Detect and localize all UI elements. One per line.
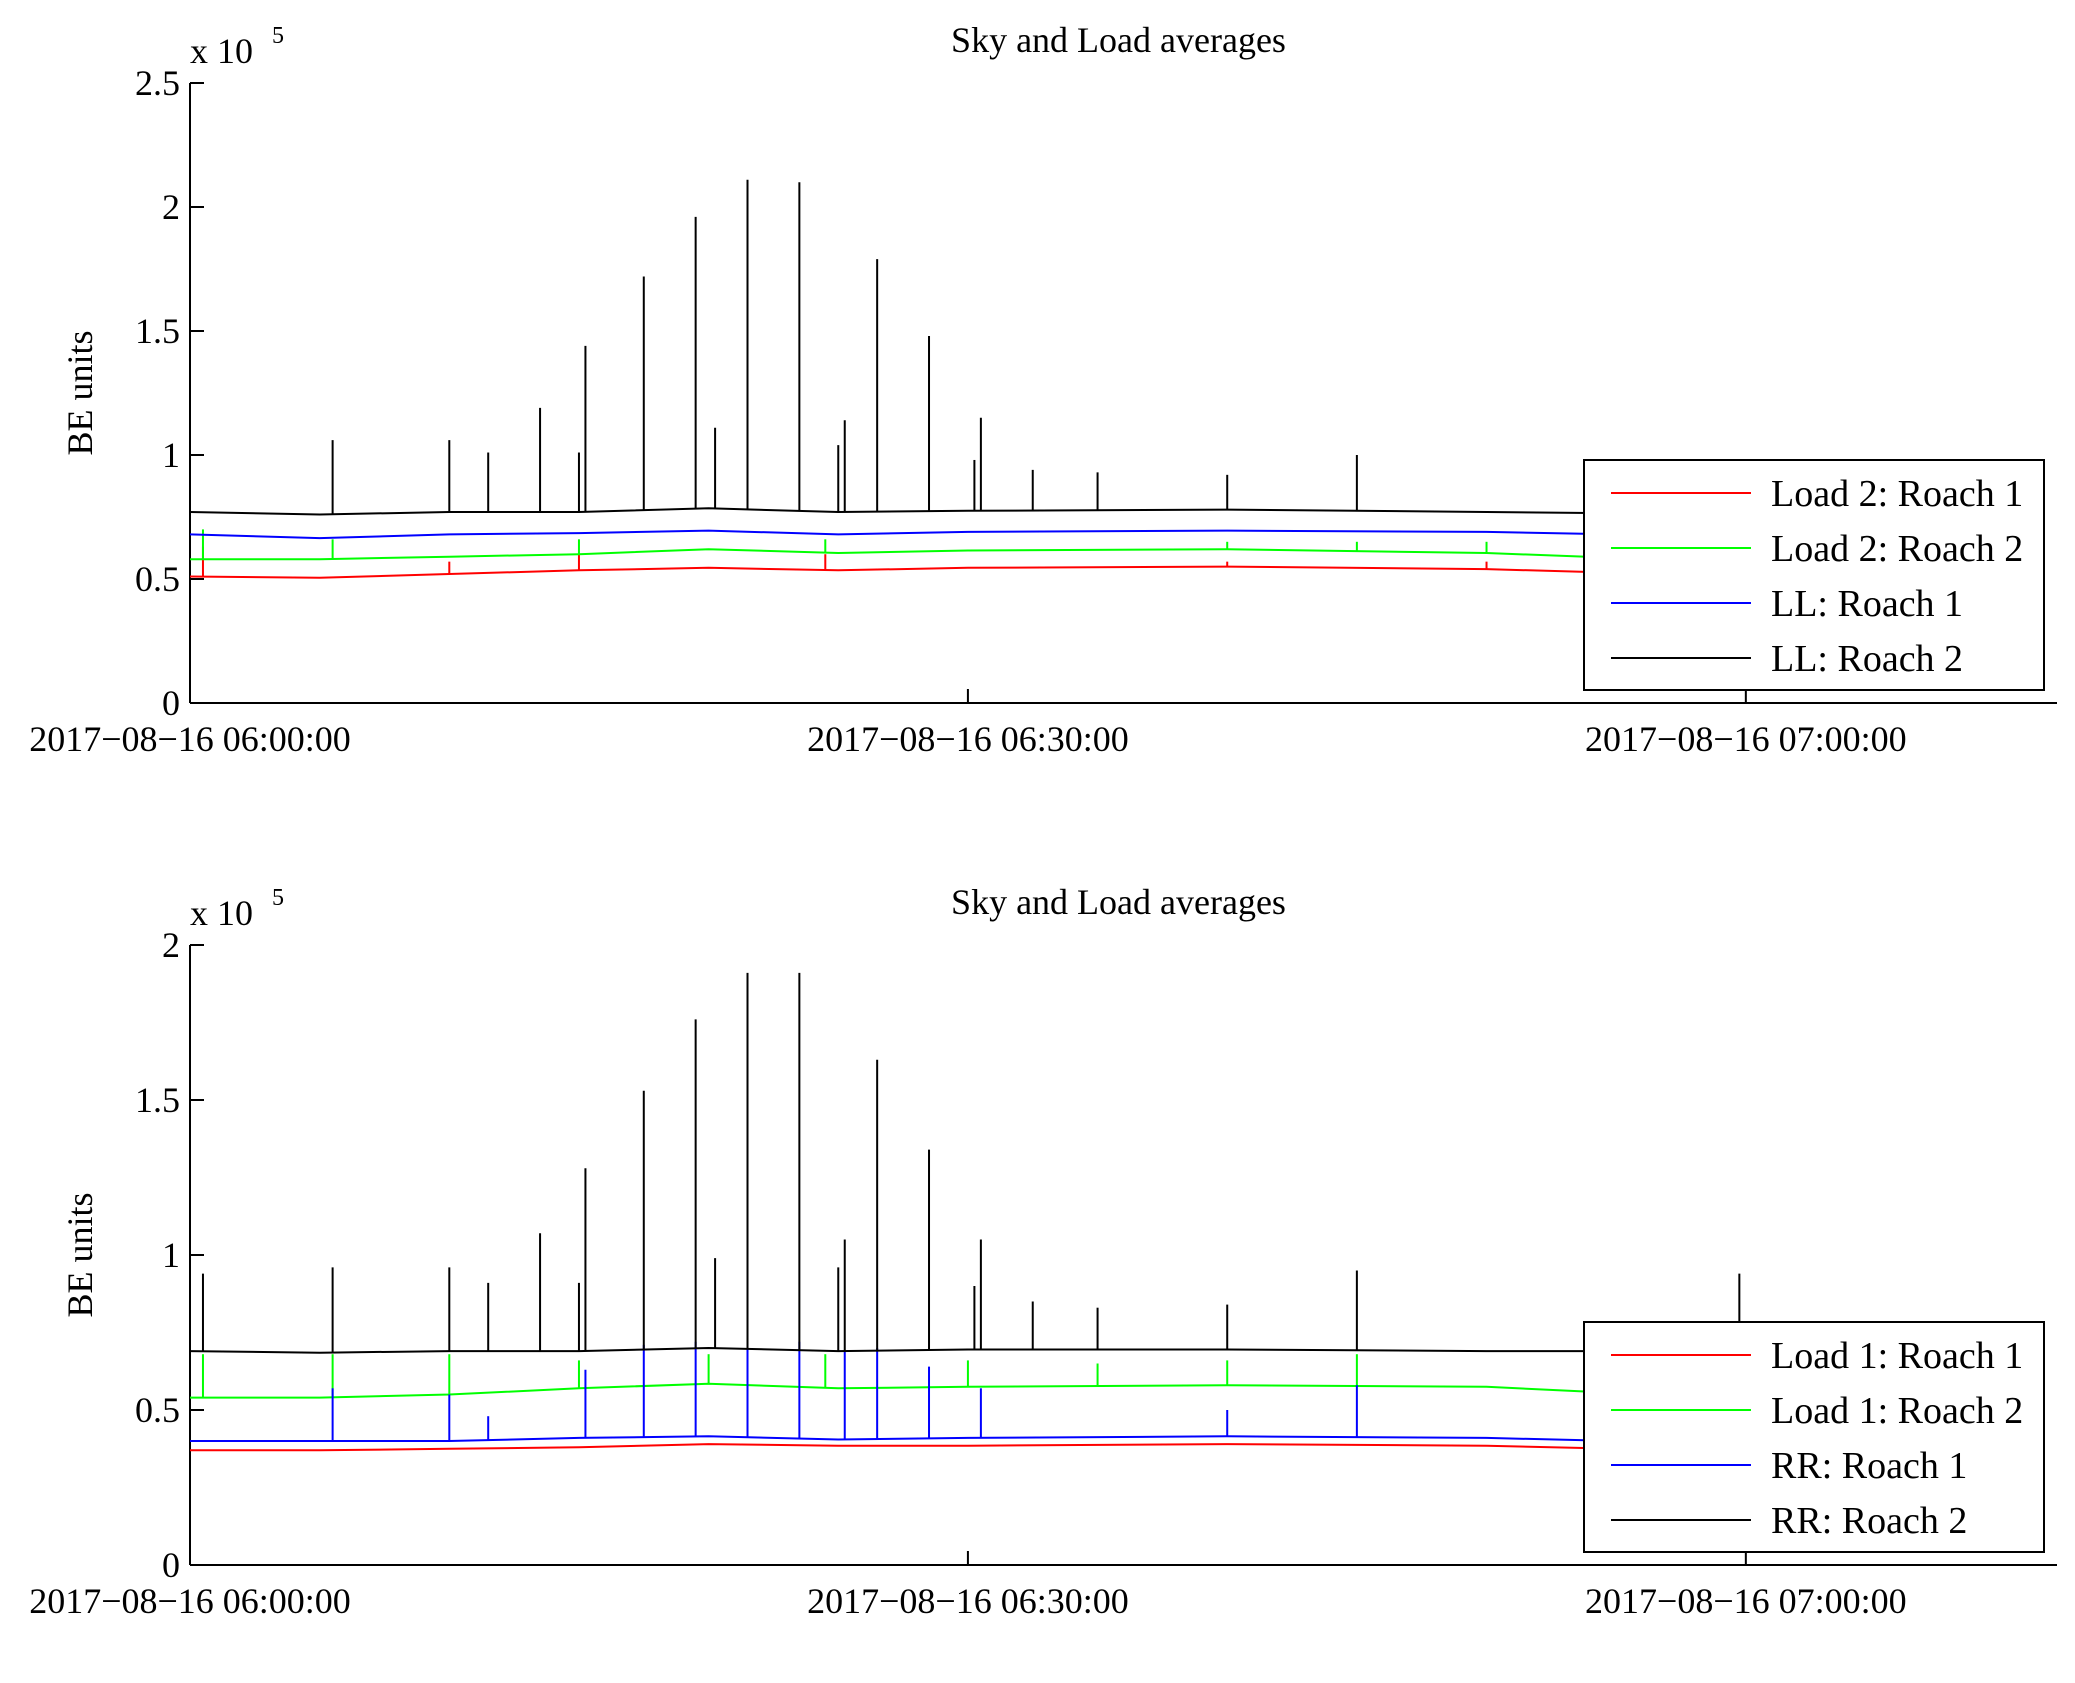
series-line-1	[189, 565, 1798, 579]
x-tick-label: 2017−08−16 06:00:00	[29, 719, 351, 759]
y-axis-label: BE units	[60, 1192, 100, 1317]
y-tick-label: 1	[162, 435, 180, 475]
series-line-2	[190, 1382, 1798, 1399]
y-axis-label: BE units	[60, 330, 100, 455]
y-tick-label: 0.5	[135, 559, 180, 599]
legend-label-3: RR: Roach 1	[1771, 1445, 1967, 1487]
chart-top: 0 0.5 1 1.5 2 2.5 2017−08−16 06:00:00 2017−08−1…	[29, 20, 2057, 759]
legend-box	[1583, 1321, 2045, 1553]
y-tick-label: 2	[162, 925, 180, 965]
legend-label-3: LL: Roach 1	[1771, 583, 1963, 625]
legend-label-1: Load 1: Roach 1	[1771, 1335, 2023, 1377]
series-line-4	[189, 1346, 1798, 1354]
y-multiplier: x 10	[190, 31, 253, 71]
y-tick-label: 0	[162, 1545, 180, 1585]
legend-label-2: Load 2: Roach 2	[1771, 528, 2023, 570]
y-tick-label: 2	[162, 187, 180, 227]
y-tick-label: 2.5	[135, 63, 180, 103]
series-line-3	[189, 529, 1798, 540]
chart-bottom: 0 0.5 1 1.5 2 2017−08−16 06:00:00 2017−08−16 0…	[29, 882, 2057, 1621]
x-tick-label: 2017−08−16 07:00:00	[1585, 719, 1907, 759]
x-tick-label: 2017−08−16 06:00:00	[29, 1581, 351, 1621]
y-tick-label: 1.5	[135, 1080, 180, 1120]
x-tick-label: 2017−08−16 06:30:00	[807, 1581, 1129, 1621]
y-multiplier-exponent: 5	[272, 885, 284, 911]
legend-label-2: Load 1: Roach 2	[1771, 1390, 2023, 1432]
legend-box	[1583, 459, 2045, 691]
series-line-4	[189, 507, 1798, 516]
y-tick-label: 0.5	[135, 1390, 180, 1430]
x-tick-label: 2017−08−16 06:30:00	[807, 719, 1129, 759]
chart-title: Sky and Load averages	[951, 20, 1286, 60]
y-tick-label: 1	[162, 1235, 180, 1275]
y-tick-label: 0	[162, 683, 180, 723]
legend-label-4: RR: Roach 2	[1771, 1500, 1967, 1542]
series-line-3	[190, 1435, 1798, 1442]
legend-label-1: Load 2: Roach 1	[1771, 473, 2023, 515]
legend-label-4: LL: Roach 2	[1771, 638, 1963, 680]
y-multiplier-exponent: 5	[272, 23, 284, 49]
series-line-1	[190, 1443, 1798, 1452]
x-tick-label: 2017−08−16 07:00:00	[1585, 1581, 1907, 1621]
y-multiplier: x 10	[190, 893, 253, 933]
series-line-2	[190, 548, 1798, 561]
chart-title: Sky and Load averages	[951, 882, 1286, 922]
y-tick-label: 1.5	[135, 311, 180, 351]
